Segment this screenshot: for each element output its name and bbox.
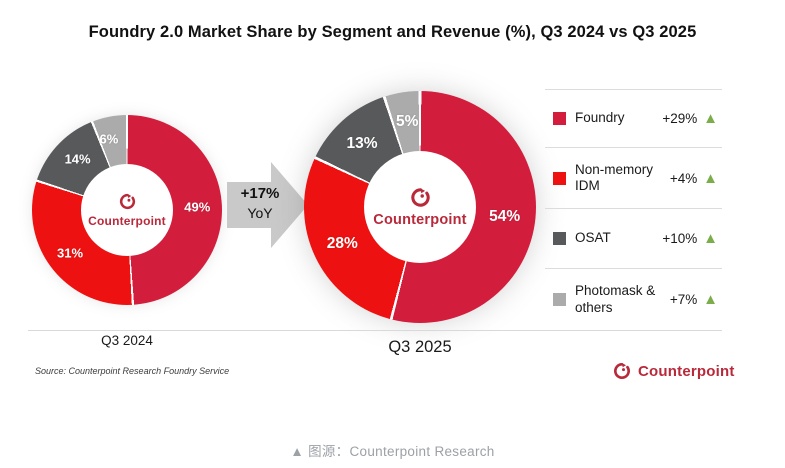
legend-row-osat: OSAT +10% ▲ xyxy=(545,208,722,268)
segment-label-osat-2025: 13% xyxy=(346,135,378,153)
legend-label: Non-memory IDM xyxy=(575,161,654,193)
yoy-arrow: +17% YoY xyxy=(227,162,309,248)
period-label-q3-2024: Q3 2024 xyxy=(101,333,153,348)
counterpoint-brand-mark: Counterpoint xyxy=(612,361,735,381)
up-triangle-icon: ▲ xyxy=(703,230,719,247)
yoy-change: +17% xyxy=(240,185,280,202)
donut-center-2024: Counterpoint xyxy=(81,164,173,256)
legend-label: OSAT xyxy=(575,230,611,246)
segment-label-photomask-2024: 6% xyxy=(99,131,119,147)
legend-change: +29% xyxy=(662,111,698,126)
counterpoint-wordmark: Counterpoint xyxy=(638,362,735,380)
yoy-label: +17% YoY xyxy=(228,184,292,223)
up-triangle-icon: ▲ xyxy=(703,291,719,308)
counterpoint-logo-icon xyxy=(410,188,430,207)
source-note: Source: Counterpoint Research Foundry Se… xyxy=(35,366,230,376)
legend-row-photomask: Photomask & others +7% ▲ xyxy=(545,268,722,330)
swatch-osat xyxy=(553,232,566,245)
segment-label-foundry-2024: 49% xyxy=(184,199,211,215)
legend-row-non-memory-idm: Non-memory IDM +4% ▲ xyxy=(545,147,722,208)
swatch-non-memory-idm xyxy=(553,171,566,185)
legend-change: +10% xyxy=(662,231,698,246)
donut-center-2025: Counterpoint xyxy=(363,150,477,264)
arrow-head-icon xyxy=(271,162,308,248)
counterpoint-logo-icon xyxy=(119,193,135,210)
counterpoint-wordmark: Counterpoint xyxy=(373,212,467,228)
legend-label: Photomask & others xyxy=(575,283,656,315)
legend-row-foundry: Foundry +29% ▲ xyxy=(545,89,722,147)
donut-q3-2025: 54% 28% 13% 5% Counterpoint xyxy=(304,91,536,323)
donut-q3-2024: 49% 31% 14% 6% Counterpoint xyxy=(32,115,222,305)
up-triangle-icon: ▲ xyxy=(703,169,719,187)
up-triangle-icon: ▲ xyxy=(703,110,719,127)
segment-label-idm-2025: 28% xyxy=(326,235,358,253)
legend-change: +4% xyxy=(669,170,698,186)
baseline-divider xyxy=(28,330,722,331)
segment-label-idm-2024: 31% xyxy=(56,245,84,261)
legend-label: Foundry xyxy=(575,110,625,126)
swatch-photomask xyxy=(553,293,566,306)
segment-label-photomask-2025: 5% xyxy=(396,113,419,131)
swatch-foundry xyxy=(553,112,566,125)
counterpoint-logo-icon xyxy=(614,363,630,379)
counterpoint-wordmark: Counterpoint xyxy=(88,214,166,228)
chart-title: Foundry 2.0 Market Share by Segment and … xyxy=(88,23,697,41)
yoy-period: YoY xyxy=(247,205,273,222)
image-source-caption: ▲ 图源：Counterpoint Research xyxy=(290,444,495,459)
arrow-body xyxy=(227,182,271,228)
segment-label-osat-2024: 14% xyxy=(64,151,91,167)
legend: Foundry +29% ▲ Non-memory IDM +4% ▲ OSAT… xyxy=(545,89,722,330)
legend-change: +7% xyxy=(669,292,698,307)
period-label-q3-2025: Q3 2025 xyxy=(388,338,452,356)
segment-label-foundry-2025: 54% xyxy=(489,208,521,226)
